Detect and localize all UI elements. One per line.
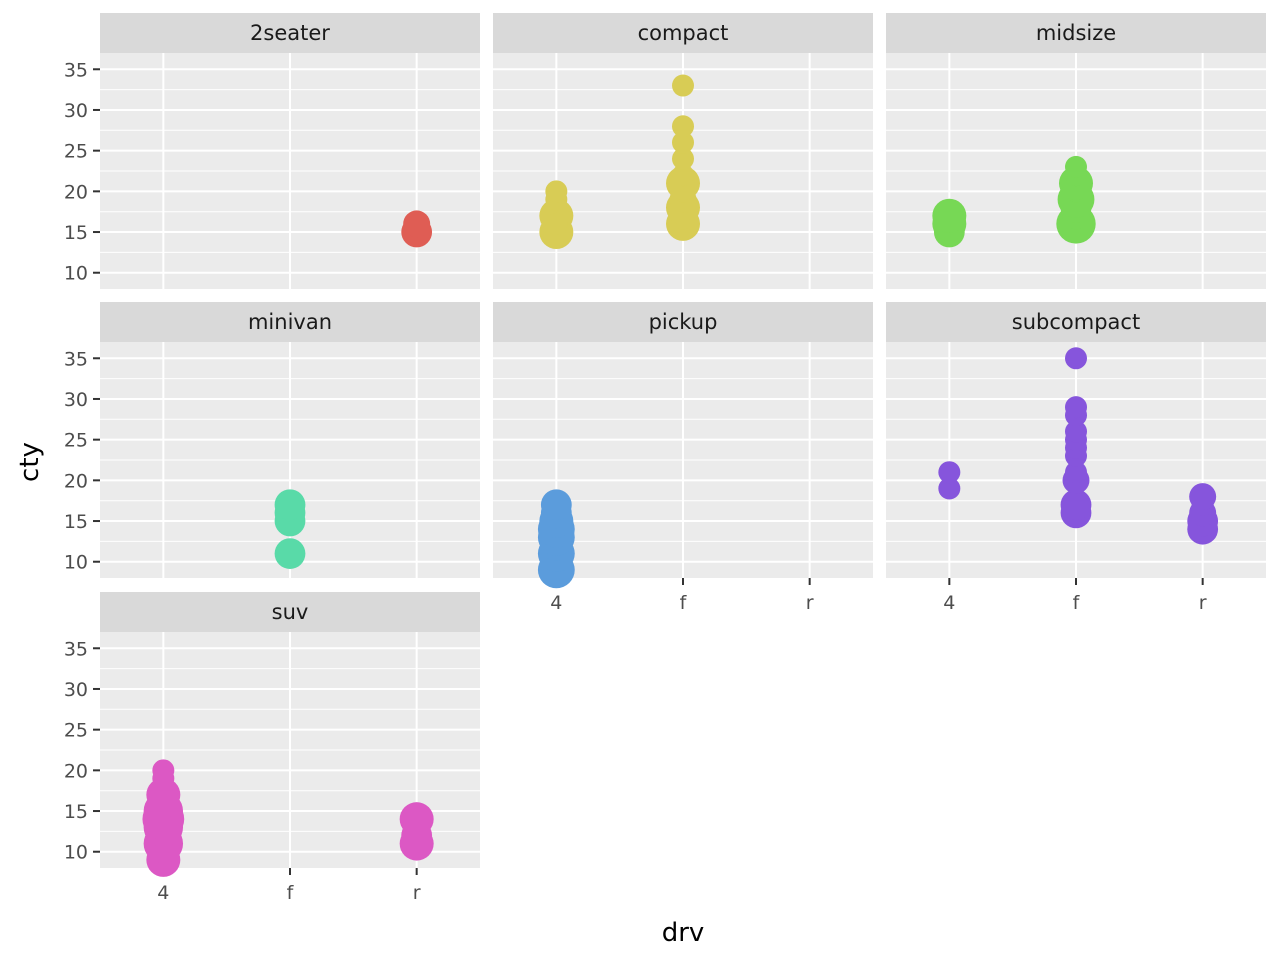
x-tick-label: 4 [943,592,955,614]
x-axis-title: drv [662,918,705,948]
data-point [152,759,175,782]
facet-panel-suv: suv 10 15 20 25 30 35 4 f r [64,592,480,904]
x-tick-label: f [1073,592,1081,614]
y-tick-label: 20 [64,181,88,203]
y-tick-label: 30 [64,389,88,411]
data-point [672,131,694,154]
y-tick-label: 10 [64,552,88,574]
y-tick-label: 25 [64,430,88,452]
data-point [274,489,306,521]
facet-strip [100,302,480,342]
y-tick-label: 15 [64,222,88,244]
facet-panel-pickup: pickup 4 f r [493,302,873,614]
facet-strip-label: 2seater [250,21,330,45]
x-tick-label: 4 [157,882,169,904]
facet-strip [100,592,480,632]
data-point [1189,483,1217,511]
y-tick-label: 15 [64,511,88,533]
facet-strip [886,13,1266,53]
y-tick-label: 35 [64,638,88,660]
data-point [932,198,967,233]
y-tick-label: 10 [64,842,88,864]
facet-strip-label: compact [638,21,729,45]
data-point [540,489,572,521]
facet-strip-label: subcompact [1012,310,1140,334]
y-tick-label: 35 [64,348,88,370]
x-tick-label: r [413,882,421,904]
facet-panel-minivan: minivan 10 15 20 25 30 35 [64,302,480,578]
y-tick-label: 30 [64,679,88,701]
facet-panel-2seater: 2seater 10 15 20 25 30 35 [64,13,480,289]
y-tick-label: 20 [64,760,88,782]
y-tick-label: 20 [64,470,88,492]
data-point [1065,461,1087,484]
facet-panel-midsize: midsize [886,13,1266,289]
data-point [1065,347,1087,370]
facet-strip-label: minivan [248,310,332,334]
data-point [1065,396,1087,419]
y-tick-label: 25 [64,720,88,742]
y-tick-label: 35 [64,59,88,81]
data-point [403,210,431,238]
facet-strip [493,302,873,342]
data-point [672,164,694,187]
data-point [545,212,568,235]
facet-strip-label: midsize [1036,21,1116,45]
y-tick-label: 25 [64,141,88,163]
data-point [672,115,694,138]
data-point [938,461,961,484]
y-tick-label: 10 [64,263,88,285]
x-tick-label: 4 [550,592,562,614]
data-point [672,147,694,170]
data-point [1060,489,1092,521]
facet-strip-label: pickup [649,310,718,334]
data-point [1065,420,1087,443]
x-tick-label: r [806,592,814,614]
data-point [399,802,434,837]
facet-strip [493,13,873,53]
x-tick-label: f [287,882,295,904]
data-point [274,538,306,569]
y-axis-title: cty [15,442,45,482]
data-point [672,74,694,97]
y-tick-label: 30 [64,100,88,122]
facet-panel-compact: compact [493,13,873,289]
facet-strip [100,13,480,53]
data-point [545,180,568,203]
facet-strip [886,302,1266,342]
facet-panel-subcompact: subcompact 4 f r [886,302,1266,614]
data-point [1065,155,1087,178]
y-tick-label: 15 [64,801,88,823]
x-tick-label: f [680,592,688,614]
facet-strip-label: suv [272,600,309,624]
data-point [938,477,961,500]
x-tick-label: r [1199,592,1207,614]
